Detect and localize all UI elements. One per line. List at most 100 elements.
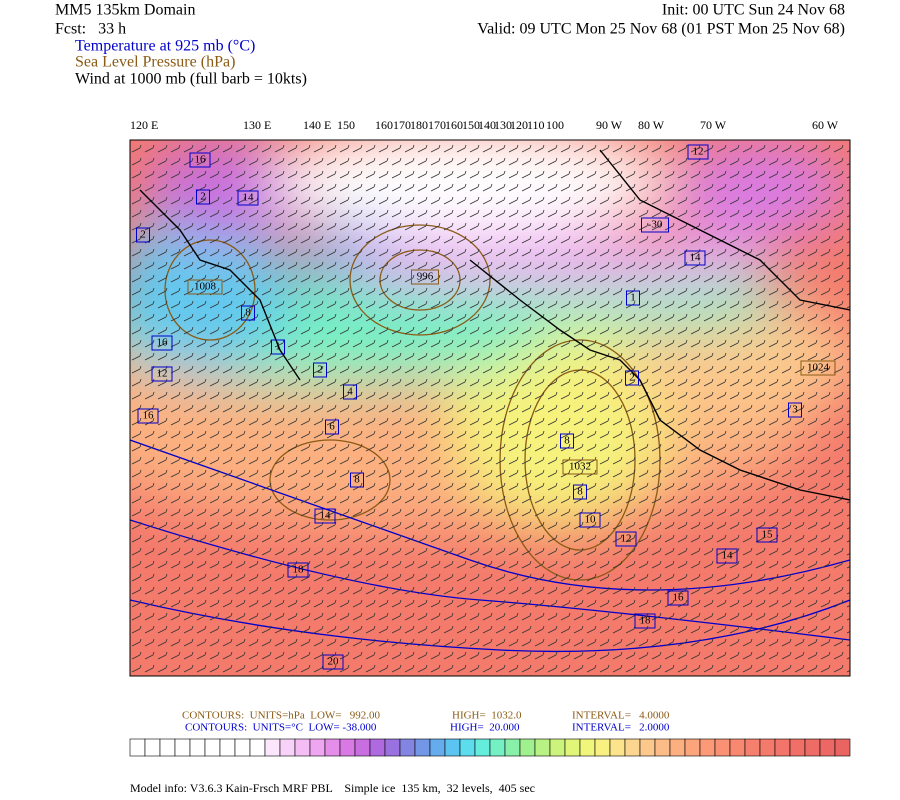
- contour-label-box: [411, 269, 439, 285]
- contour-label-box: [187, 279, 223, 295]
- colorbar-cell: [369, 738, 386, 757]
- contour-label-box: [271, 339, 285, 355]
- colorbar-cell: [639, 738, 656, 757]
- contour-label: 1008: [194, 281, 217, 293]
- contour-label: 20: [328, 656, 340, 668]
- colorbar-cell: [264, 738, 281, 757]
- contour-label: 2: [200, 191, 206, 203]
- contour-label-box: [626, 290, 640, 306]
- colorbar-cell: [579, 738, 596, 757]
- contour-label: 18: [293, 564, 305, 576]
- colorbar-cell: [564, 738, 581, 757]
- colorbar-cell: [144, 738, 161, 757]
- colorbar: [129, 738, 851, 757]
- contour-label-box: [560, 433, 574, 449]
- colorbar-cell: [429, 738, 446, 757]
- contour-label: 6: [329, 421, 335, 433]
- contour-label: 1: [630, 292, 636, 304]
- contour-info-pressure: CONTOURS: UNITS=hPa LOW= 992.00: [182, 710, 380, 722]
- contour-label-box: [322, 654, 344, 670]
- colorbar-cell: [474, 738, 491, 757]
- colorbar-cell: [174, 738, 191, 757]
- colorbar-cell: [549, 738, 566, 757]
- contour-label: 12: [621, 533, 632, 545]
- colorbar-cell: [504, 738, 521, 757]
- colorbar-cell: [384, 738, 401, 757]
- contour-label-box: [237, 190, 259, 206]
- contour-label-box: [151, 366, 173, 382]
- contour-label: 4: [347, 386, 353, 398]
- colorbar-cell: [714, 738, 731, 757]
- longitude-label: 160: [445, 118, 463, 132]
- colorbar-cell: [669, 738, 686, 757]
- longitude-label: 80 W: [638, 118, 665, 132]
- colorbar-cell: [729, 738, 746, 757]
- longitude-label: 60 W: [812, 118, 839, 132]
- colorbar-cell: [804, 738, 821, 757]
- init-time: Init: 00 UTC Sun 24 Nov 68: [662, 2, 845, 19]
- contour-label: 8: [354, 474, 360, 486]
- map-border: [129, 139, 851, 677]
- contour-label-box: [189, 152, 211, 168]
- contour-label: 3: [792, 404, 798, 416]
- contour-label-box: [136, 227, 150, 243]
- colorbar-cell: [519, 738, 536, 757]
- forecast: Fcst: 33 h: [55, 21, 126, 38]
- contour-label-box: [313, 362, 327, 378]
- colorbar-cell: [654, 738, 671, 757]
- contour-label-box: [151, 335, 173, 351]
- contour-label: 2: [629, 372, 635, 384]
- colorbar-cell: [339, 738, 356, 757]
- longitude-label: 90 W: [596, 118, 623, 132]
- title: MM5 135km Domain: [55, 2, 195, 19]
- contour-label-box: [788, 402, 802, 418]
- colorbar-cell: [354, 738, 371, 757]
- colorbar-cell: [189, 738, 206, 757]
- coastlines: [139, 149, 850, 501]
- contour-label-box: [641, 217, 669, 233]
- contour-label: 2: [140, 229, 146, 241]
- longitude-label: 150: [337, 118, 355, 132]
- contour-label-box: [684, 250, 706, 266]
- contour-label: 16: [157, 337, 169, 349]
- map-field: [130, 140, 850, 676]
- longitude-label: 130: [494, 118, 512, 132]
- longitude-label: 100: [546, 118, 564, 132]
- longitude-label: 170: [428, 118, 446, 132]
- contour-label-box: [800, 360, 836, 376]
- contour-label: 12: [157, 368, 168, 380]
- colorbar-cell: [204, 738, 221, 757]
- contour-label: 8: [245, 307, 251, 319]
- colorbar-cell: [534, 738, 551, 757]
- colorbar-cell: [759, 738, 776, 757]
- contour-label-box: [314, 508, 336, 524]
- colorbar-cell: [444, 738, 461, 757]
- colorbar-cell: [789, 738, 806, 757]
- longitude-label: 110: [527, 118, 545, 132]
- longitude-label: 140: [478, 118, 496, 132]
- contour-label-box: [625, 370, 639, 386]
- colorbar-cell: [414, 738, 431, 757]
- contour-label: 12: [693, 146, 704, 158]
- contour-label-box: [562, 459, 598, 475]
- colorbar-cell: [234, 738, 251, 757]
- colorbar-cell: [219, 738, 236, 757]
- contour-label-box: [325, 419, 339, 435]
- colorbar-cell: [324, 738, 341, 757]
- colorbar-cell: [594, 738, 611, 757]
- contour-label: 8: [577, 486, 583, 498]
- contour-label: 15: [762, 529, 774, 541]
- contour-high-temperature: HIGH= 20.000: [450, 722, 520, 734]
- contour-label-box: [350, 472, 364, 488]
- contour-label: 1024: [807, 362, 830, 374]
- colorbar-cell: [459, 738, 476, 757]
- contour-label-box: [573, 484, 587, 500]
- colorbar-cell: [609, 738, 626, 757]
- longitude-label: 120: [510, 118, 528, 132]
- longitude-label: 170: [393, 118, 411, 132]
- contour-label-box: [687, 144, 709, 160]
- valid-time: Valid: 09 UTC Mon 25 Nov 68 (01 PST Mon …: [477, 21, 845, 38]
- longitude-label: 120 E: [130, 118, 158, 132]
- contour-labels: 162 1421008816121612468141820996103288101…: [136, 144, 836, 670]
